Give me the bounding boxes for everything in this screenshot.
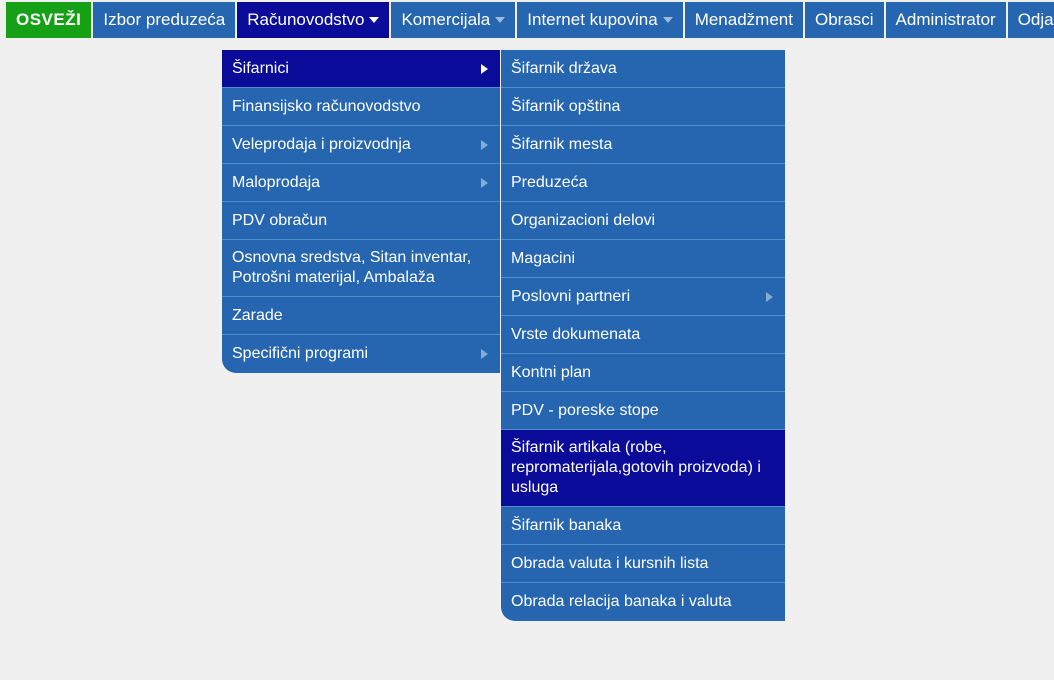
dropdown-item[interactable]: Magacini [501,240,785,278]
dropdown-item-label: Magacini [511,249,773,269]
menubar-item-label: Odjava [1018,10,1054,30]
refresh-label: OSVEŽI [16,10,81,30]
menubar-item[interactable]: Komercijala [391,2,515,38]
dropdown-item-label: Finansijsko računovodstvo [232,97,488,117]
dropdown-item[interactable]: Šifarnik mesta [501,126,785,164]
dropdown-item[interactable]: Šifarnik banaka [501,507,785,545]
menubar-item[interactable]: Odjava [1008,2,1054,38]
dropdown-level1: Šifarnici Finansijsko računovodstvo Velepr… [222,50,500,373]
dropdown-item-label: Organizacioni delovi [511,211,773,231]
dropdown-item-label: Šifarnik mesta [511,135,773,155]
dropdown-item[interactable]: Obrada valuta i kursnih lista [501,545,785,583]
caret-down-icon [369,17,379,23]
dropdown-item-label: Šifarnik banaka [511,516,773,536]
dropdown-item[interactable]: Preduzeća [501,164,785,202]
arrow-right-icon [766,292,773,302]
menubar-item-label: Internet kupovina [527,10,657,30]
menubar-item-label: Izbor preduzeća [103,10,225,30]
dropdown-item-label: Veleprodaja i proizvodnja [232,135,473,155]
dropdown-item[interactable]: Poslovni partneri [501,278,785,316]
dropdown-item-label: Obrada relacija banaka i valuta [511,592,773,612]
dropdown-item[interactable]: Zarade [222,297,500,335]
caret-down-icon [663,17,673,23]
menubar-item[interactable]: Izbor preduzeća [93,2,235,38]
dropdown-item[interactable]: Veleprodaja i proizvodnja [222,126,500,164]
dropdown-item-label: Vrste dokumenata [511,325,773,345]
arrow-right-icon [481,349,488,359]
dropdown-item-label: Šifarnik država [511,59,773,79]
menubar-item-label: Menadžment [695,10,793,30]
menubar-item[interactable]: Računovodstvo [237,2,389,38]
dropdown-item-label: Zarade [232,306,488,326]
dropdown-item[interactable]: Šifarnici [222,50,500,88]
dropdown-item[interactable]: Šifarnik država [501,50,785,88]
dropdown-item[interactable]: Organizacioni delovi [501,202,785,240]
menubar-item-label: Računovodstvo [247,10,364,30]
dropdown-item-label: Preduzeća [511,173,773,193]
dropdown-item[interactable]: PDV obračun [222,202,500,240]
dropdown-item-label: PDV - poreske stope [511,401,773,421]
dropdown-item[interactable]: PDV - poreske stope [501,392,785,430]
dropdown-item-label: Poslovni partneri [511,287,758,307]
dropdown-item-label: Maloprodaja [232,173,473,193]
dropdown-item[interactable]: Kontni plan [501,354,785,392]
dropdown-item[interactable]: Šifarnik artikala (robe, repromaterijala… [501,430,785,507]
dropdown-item-label: Kontni plan [511,363,773,383]
arrow-right-icon [481,64,488,74]
menubar-item[interactable]: Menadžment [685,2,803,38]
arrow-right-icon [481,140,488,150]
dropdown-item-label: PDV obračun [232,211,488,231]
arrow-right-icon [481,178,488,188]
menubar-item-label: Obrasci [815,10,874,30]
menubar-item-label: Administrator [896,10,996,30]
caret-down-icon [495,17,505,23]
menubar-item[interactable]: Internet kupovina [517,2,682,38]
dropdown-item[interactable]: Obrada relacija banaka i valuta [501,583,785,621]
dropdown-item[interactable]: Maloprodaja [222,164,500,202]
dropdown-item[interactable]: Osnovna sredstva, Sitan inventar, Potroš… [222,240,500,297]
refresh-button[interactable]: OSVEŽI [6,2,91,38]
menubar-item[interactable]: Obrasci [805,2,884,38]
dropdown-item[interactable]: Šifarnik opština [501,88,785,126]
menubar: OSVEŽI Izbor preduzeća Računovodstvo Komer… [6,2,1054,38]
dropdown-item[interactable]: Vrste dokumenata [501,316,785,354]
dropdown-item-label: Specifični programi [232,344,473,364]
dropdown-item-label: Šifarnik opština [511,97,773,117]
dropdown-level2: Šifarnik država Šifarnik opština Šifarnik … [501,50,785,621]
dropdown-item[interactable]: Specifični programi [222,335,500,373]
dropdown-item-label: Obrada valuta i kursnih lista [511,554,773,574]
menubar-item[interactable]: Administrator [886,2,1006,38]
dropdown-item-label: Osnovna sredstva, Sitan inventar, Potroš… [232,248,488,288]
menubar-item-label: Komercijala [401,10,490,30]
dropdown-item-label: Šifarnici [232,59,473,79]
dropdown-item-label: Šifarnik artikala (robe, repromaterijala… [511,438,773,498]
dropdown-item[interactable]: Finansijsko računovodstvo [222,88,500,126]
